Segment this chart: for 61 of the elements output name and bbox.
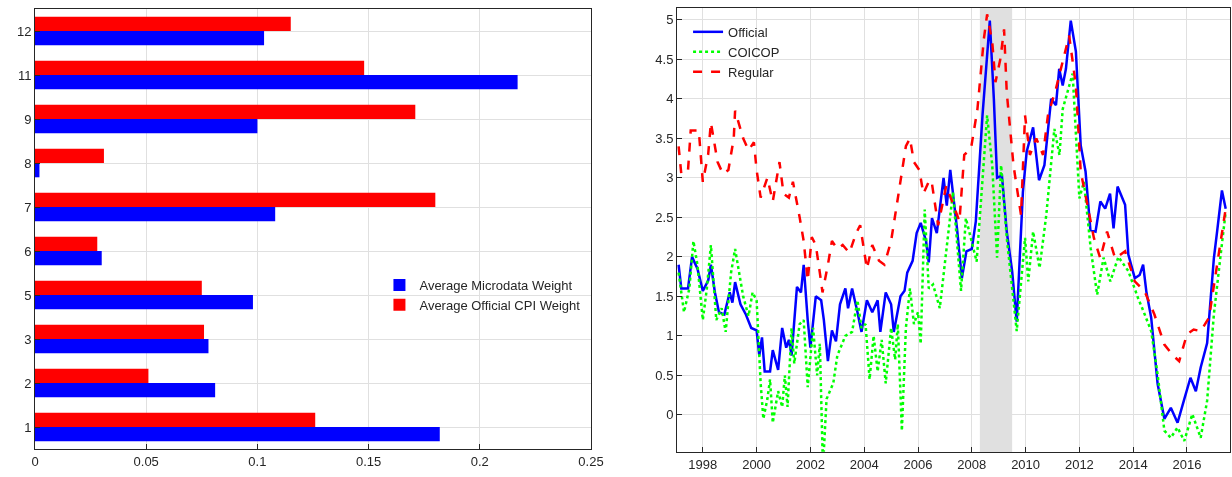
y-tick-label: 2 xyxy=(666,249,674,265)
legend-label: Average Microdata Weight xyxy=(419,278,573,294)
y-tick-label: 4 xyxy=(666,91,674,107)
y-tick-label: 7 xyxy=(24,199,32,215)
x-tick-label: 1998 xyxy=(688,456,718,472)
bar xyxy=(35,16,291,31)
x-tick-label: 2014 xyxy=(1118,456,1148,472)
x-tick-label: 2010 xyxy=(1011,456,1041,472)
bar xyxy=(35,31,265,46)
bar xyxy=(35,412,316,427)
bar xyxy=(35,236,98,251)
x-tick-label: 0.2 xyxy=(470,453,489,469)
legend-label: Official xyxy=(728,24,768,40)
x-tick-label: 0.15 xyxy=(355,453,382,469)
y-tick-label: 8 xyxy=(24,155,32,171)
x-tick-label: 2016 xyxy=(1172,456,1202,472)
bar xyxy=(35,104,416,119)
x-tick-label: 2002 xyxy=(795,456,825,472)
y-tick-label: 0.5 xyxy=(655,367,674,383)
bar xyxy=(35,119,258,134)
legend-label: Regular xyxy=(728,64,775,80)
y-tick-label: 5 xyxy=(24,287,32,303)
y-tick-label: 3 xyxy=(24,331,32,347)
bar xyxy=(35,251,102,266)
bar xyxy=(35,148,104,163)
x-tick-label: 2012 xyxy=(1064,456,1094,472)
bar xyxy=(35,427,440,442)
bar xyxy=(35,383,216,398)
y-tick-label: 2.5 xyxy=(655,209,674,225)
bar xyxy=(35,295,253,310)
bar xyxy=(35,324,205,339)
y-tick-label: 1 xyxy=(666,328,674,344)
y-tick-label: 11 xyxy=(17,67,32,83)
bar xyxy=(35,280,202,295)
x-tick-label: 2000 xyxy=(742,456,772,472)
y-tick-label: 4.5 xyxy=(655,51,674,67)
bar xyxy=(35,207,276,222)
bar xyxy=(35,368,149,383)
y-tick-label: 1.5 xyxy=(655,288,674,304)
y-tick-label: 3 xyxy=(666,170,674,186)
y-tick-label: 12 xyxy=(16,23,32,39)
y-tick-label: 1 xyxy=(24,419,32,435)
y-tick-label: 0 xyxy=(666,407,674,423)
x-tick-label: 2006 xyxy=(903,456,933,472)
x-tick-label: 2004 xyxy=(849,456,879,472)
y-tick-label: 3.5 xyxy=(655,130,674,146)
x-tick-label: 0.25 xyxy=(578,453,604,469)
legend-label: COICOP xyxy=(728,44,780,60)
line-series xyxy=(677,13,1227,363)
bar xyxy=(35,75,518,90)
bar xyxy=(35,339,209,354)
y-tick-label: 9 xyxy=(24,111,32,127)
y-tick-label: 2 xyxy=(24,375,32,391)
y-tick-label: 5 xyxy=(666,12,674,28)
x-tick-label: 0.1 xyxy=(248,453,267,469)
bar xyxy=(35,192,436,207)
y-tick-label: 6 xyxy=(24,243,32,259)
bar xyxy=(35,60,365,75)
legend-label: Average Official CPI Weight xyxy=(419,297,581,313)
x-tick-label: 2008 xyxy=(957,456,987,472)
x-tick-label: 0.05 xyxy=(133,453,159,469)
